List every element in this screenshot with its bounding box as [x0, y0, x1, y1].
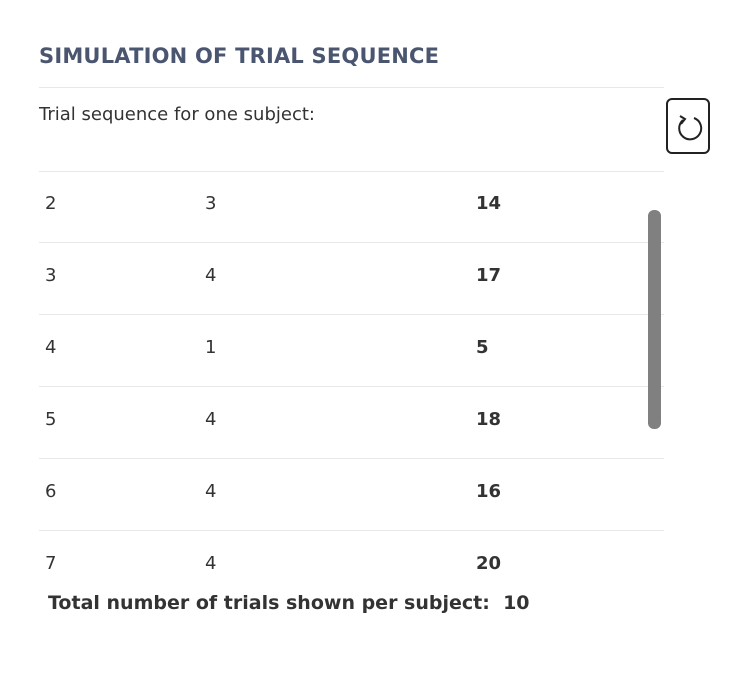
- table-cell: 4: [205, 409, 217, 430]
- subtitle: Trial sequence for one subject:: [39, 104, 315, 125]
- table-cell: 1: [205, 337, 217, 358]
- table-row: 6 4 16: [39, 459, 664, 531]
- table-row: 3 4 17: [39, 243, 664, 315]
- table-cell: 4: [45, 337, 57, 358]
- table-cell: 4: [205, 265, 217, 286]
- divider: [39, 87, 664, 88]
- footer-value: 10: [503, 592, 530, 614]
- divider: [39, 171, 664, 172]
- table-cell: 6: [45, 481, 57, 502]
- table-cell: 18: [476, 409, 502, 430]
- table-cell: 17: [476, 265, 502, 286]
- table-cell: 7: [45, 553, 57, 574]
- refresh-button[interactable]: [666, 98, 710, 154]
- table-cell: 4: [205, 481, 217, 502]
- trial-table[interactable]: 2 3 14 3 4 17 4 1 5 5 4 18 6 4 16 7 4 20: [39, 171, 664, 576]
- table-row: 7 4 20: [39, 531, 664, 576]
- table-row: 4 1 5: [39, 315, 664, 387]
- title: SIMULATION OF TRIAL SEQUENCE: [39, 44, 440, 68]
- footer-label: Total number of trials shown per subject…: [48, 592, 490, 614]
- table-row: 2 3 14: [39, 171, 664, 243]
- table-cell: 3: [45, 265, 57, 286]
- table-cell: 5: [45, 409, 57, 430]
- refresh-icon: [678, 115, 703, 141]
- table-cell: 3: [205, 193, 217, 214]
- table-cell: 2: [45, 193, 57, 214]
- footer: Total number of trials shown per subject…: [48, 592, 530, 614]
- table-cell: 4: [205, 553, 217, 574]
- table-cell: 5: [476, 337, 489, 358]
- table-cell: 16: [476, 481, 502, 502]
- scrollbar[interactable]: [648, 210, 661, 429]
- table-row: 5 4 18: [39, 387, 664, 459]
- table-cell: 20: [476, 553, 502, 574]
- table-cell: 14: [476, 193, 502, 214]
